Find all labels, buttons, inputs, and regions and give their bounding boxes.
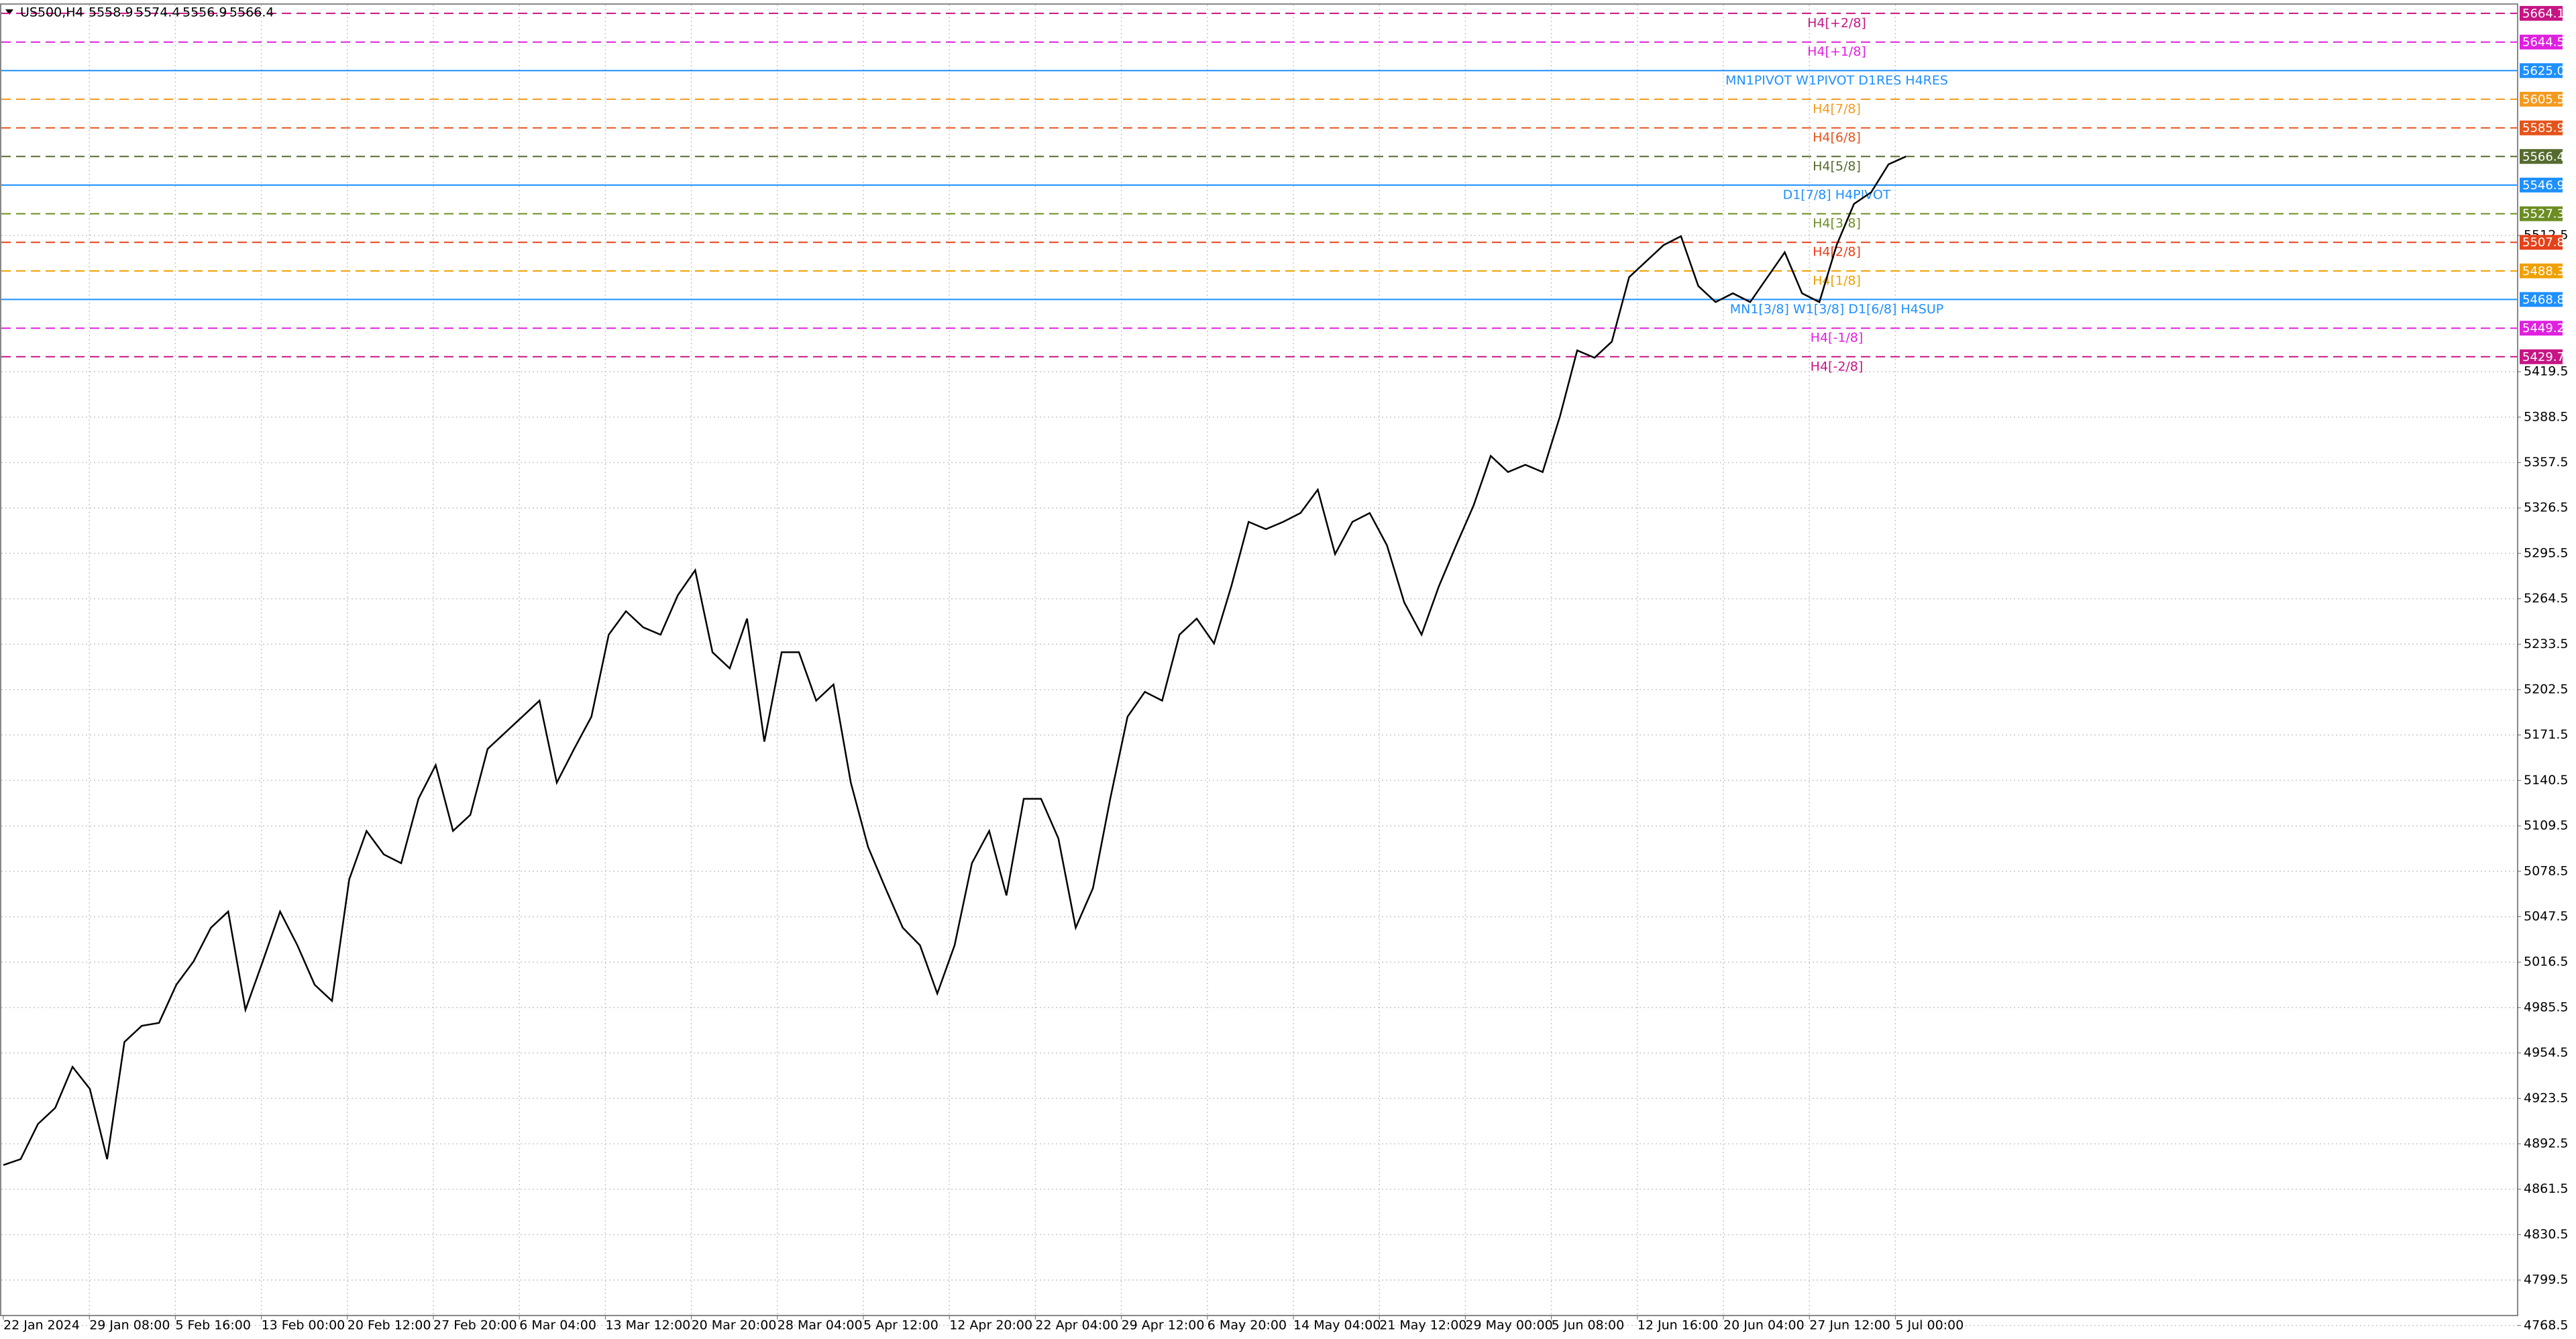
x-tick-label: 6 May 20:00 <box>1208 1318 1287 1333</box>
price-box <box>2520 292 2563 307</box>
price-box-label: 5507.8 <box>2522 235 2565 250</box>
price-box-label: 5449.2 <box>2522 321 2565 335</box>
x-tick-label: 27 Feb 20:00 <box>433 1318 517 1333</box>
level-label: H4[-1/8] <box>1811 331 1864 345</box>
y-tick-label: 4985.5 <box>2524 1000 2568 1014</box>
price-box <box>2520 321 2563 336</box>
y-tick-label: 4799.5 <box>2524 1273 2568 1287</box>
ohlc-value: 5556.9 <box>182 5 227 20</box>
y-tick-label: 5357.5 <box>2524 455 2568 470</box>
y-tick-label: 4892.5 <box>2524 1136 2568 1150</box>
price-box-label: 5664.1 <box>2522 7 2565 21</box>
y-tick-label: 5047.5 <box>2524 909 2568 924</box>
price-box-label: 5546.9 <box>2522 178 2565 193</box>
level-label: H4[+2/8] <box>1807 15 1866 30</box>
x-tick-label: 5 Apr 12:00 <box>863 1318 938 1333</box>
price-box <box>2520 235 2563 250</box>
ohlc-value: 5574.4 <box>136 5 180 20</box>
y-tick-label: 5140.5 <box>2524 773 2568 788</box>
y-tick-label: 5419.5 <box>2524 364 2568 379</box>
price-box-label: 5605.5 <box>2522 93 2565 107</box>
price-box-label: 5527.3 <box>2522 207 2565 221</box>
x-tick-label: 13 Feb 00:00 <box>262 1318 345 1333</box>
price-box <box>2520 149 2563 164</box>
y-tick-label: 5388.5 <box>2524 409 2568 424</box>
price-box-label: 5566.4 <box>2522 150 2565 164</box>
x-tick-label: 27 Jun 12:00 <box>1809 1318 1890 1333</box>
level-label: H4[2/8] <box>1813 245 1861 260</box>
y-tick-label: 4861.5 <box>2524 1181 2568 1196</box>
y-tick-label: 5171.5 <box>2524 727 2568 742</box>
x-tick-label: 21 May 12:00 <box>1379 1318 1466 1333</box>
price-box-label: 5468.8 <box>2522 292 2565 307</box>
x-tick-label: 20 Jun 04:00 <box>1723 1318 1805 1333</box>
price-box <box>2520 63 2563 78</box>
y-tick-label: 4830.5 <box>2524 1227 2568 1242</box>
level-label: H4[1/8] <box>1813 273 1861 288</box>
x-tick-label: 6 Mar 04:00 <box>519 1318 596 1333</box>
price-box <box>2520 120 2563 136</box>
x-tick-label: 5 Jun 08:00 <box>1552 1318 1625 1333</box>
price-box <box>2520 177 2563 193</box>
x-tick-label: 5 Jul 00:00 <box>1895 1318 1964 1333</box>
y-tick-label: 4923.5 <box>2524 1091 2568 1106</box>
level-label: MN1[3/8] W1[3/8] D1[6/8] H4SUP <box>1730 302 1943 317</box>
x-tick-label: 28 Mar 04:00 <box>777 1318 863 1333</box>
x-tick-label: 29 May 00:00 <box>1465 1318 1552 1333</box>
y-tick-label: 5326.5 <box>2524 500 2568 515</box>
price-box-label: 5429.7 <box>2522 350 2565 364</box>
y-tick-label: 4768.5 <box>2524 1318 2568 1332</box>
y-tick-label: 5264.5 <box>2524 591 2568 606</box>
ohlc-value: 5558.9 <box>89 5 133 20</box>
y-tick-label: 4954.5 <box>2524 1045 2568 1060</box>
y-tick-label: 5202.5 <box>2524 682 2568 696</box>
symbol: US500,H4 <box>20 5 84 20</box>
level-label: D1[7/8] H4PIVOT <box>1783 187 1891 202</box>
ohlc-value: 5566.4 <box>229 5 274 20</box>
level-label: H4[-2/8] <box>1811 359 1864 374</box>
x-tick-label: 22 Apr 04:00 <box>1035 1318 1118 1333</box>
y-tick-label: 5233.5 <box>2524 637 2568 651</box>
price-box <box>2520 5 2563 21</box>
x-tick-label: 20 Feb 12:00 <box>347 1318 431 1333</box>
level-label: H4[+1/8] <box>1807 44 1866 59</box>
x-tick-label: 22 Jan 2024 <box>3 1318 80 1333</box>
y-tick-label: 5295.5 <box>2524 545 2568 560</box>
price-line <box>3 156 1907 1166</box>
y-tick-label: 5109.5 <box>2524 818 2568 833</box>
price-box-label: 5585.9 <box>2522 121 2565 136</box>
price-box <box>2520 263 2563 278</box>
price-box-label: 5625.0 <box>2522 64 2565 78</box>
y-tick-label: 5078.5 <box>2524 863 2568 878</box>
price-box <box>2520 91 2563 107</box>
price-box <box>2520 206 2563 221</box>
level-label: H4[7/8] <box>1813 101 1861 116</box>
x-tick-label: 29 Apr 12:00 <box>1122 1318 1205 1333</box>
level-label: H4[5/8] <box>1813 159 1861 174</box>
price-box <box>2520 34 2563 50</box>
x-tick-label: 29 Jan 08:00 <box>89 1318 170 1333</box>
y-tick-label: 5016.5 <box>2524 955 2568 969</box>
x-tick-label: 12 Jun 16:00 <box>1638 1318 1719 1333</box>
plot-frame <box>0 3 2518 1316</box>
x-tick-label: 13 Mar 12:00 <box>605 1318 690 1333</box>
price-box <box>2520 349 2563 364</box>
price-box-label: 5488.3 <box>2522 264 2565 278</box>
price-box-label: 5644.5 <box>2522 36 2565 50</box>
level-label: H4[6/8] <box>1813 130 1861 145</box>
level-label: MN1PIVOT W1PIVOT D1RES H4RES <box>1725 73 1948 88</box>
x-tick-label: 20 Mar 20:00 <box>692 1318 777 1333</box>
x-tick-label: 14 May 04:00 <box>1293 1318 1381 1333</box>
x-tick-label: 5 Feb 16:00 <box>175 1318 251 1333</box>
menu-arrow[interactable] <box>5 9 13 15</box>
x-tick-label: 12 Apr 20:00 <box>949 1318 1032 1333</box>
level-label: H4[3/8] <box>1813 216 1861 231</box>
